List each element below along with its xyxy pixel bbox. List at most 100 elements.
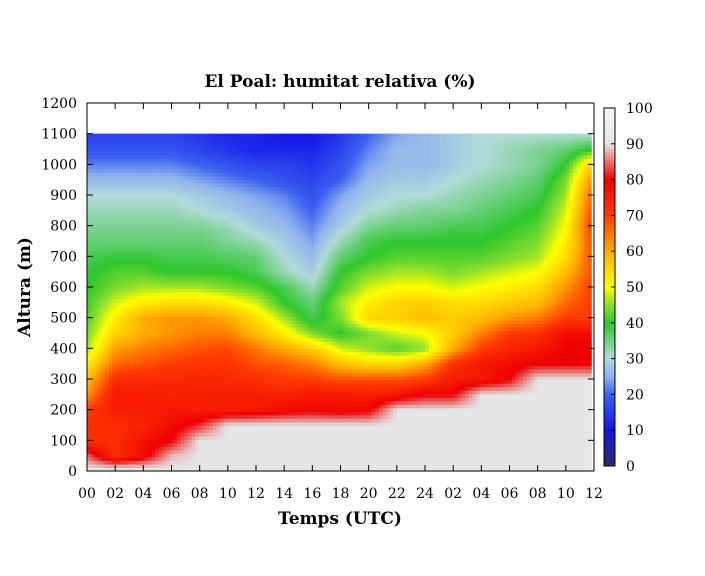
heatmap-cell xyxy=(144,298,149,303)
heatmap-cell xyxy=(90,383,95,388)
heatmap-cell xyxy=(191,161,196,166)
heatmap-cell xyxy=(151,228,157,233)
heatmap-cell xyxy=(177,218,182,223)
heatmap-cell xyxy=(180,189,185,194)
heatmap-cell xyxy=(137,400,142,405)
heatmap-cell xyxy=(216,330,221,335)
heatmap-cell xyxy=(90,175,95,180)
heatmap-cell xyxy=(148,418,153,423)
heatmap-cell xyxy=(112,207,117,212)
heatmap-cell xyxy=(223,267,229,272)
heatmap-cell xyxy=(191,207,196,212)
heatmap-cell xyxy=(162,165,167,170)
heatmap-cell xyxy=(162,228,167,233)
heatmap-cell xyxy=(195,288,200,293)
heatmap-cell xyxy=(213,200,218,205)
heatmap-cell xyxy=(173,449,178,455)
heatmap-cell xyxy=(151,175,157,180)
heatmap-cell xyxy=(205,168,211,173)
heatmap-cell xyxy=(187,309,193,314)
heatmap-cell xyxy=(270,316,275,321)
heatmap-cell xyxy=(213,340,218,346)
heatmap-cell xyxy=(159,214,164,219)
heatmap-cell xyxy=(205,460,211,465)
heatmap-cell xyxy=(173,319,178,325)
heatmap-cell xyxy=(126,379,131,384)
heatmap-cell xyxy=(105,404,110,409)
heatmap-cell xyxy=(216,333,221,339)
heatmap-cell xyxy=(227,210,232,216)
heatmap-cell xyxy=(263,147,268,152)
heatmap-cell xyxy=(238,158,243,163)
heatmap-cell xyxy=(256,151,261,156)
heatmap-cell xyxy=(155,348,160,353)
heatmap-cell xyxy=(227,428,232,433)
heatmap-cell xyxy=(195,348,200,353)
heatmap-cell xyxy=(191,442,196,447)
heatmap-cell xyxy=(187,235,193,240)
heatmap-cell xyxy=(220,277,225,282)
heatmap-cell xyxy=(231,235,236,240)
heatmap-cell xyxy=(195,239,200,244)
heatmap-cell xyxy=(191,200,196,205)
heatmap-cell xyxy=(227,246,232,251)
heatmap-cell xyxy=(238,179,243,184)
heatmap-cell xyxy=(155,267,160,272)
heatmap-cell xyxy=(234,196,239,202)
heatmap-cell xyxy=(101,214,106,219)
heatmap-cell xyxy=(162,193,167,198)
heatmap-cell xyxy=(205,210,211,216)
heatmap-cell xyxy=(249,302,254,307)
heatmap-cell xyxy=(213,140,218,145)
heatmap-cell xyxy=(141,333,146,339)
heatmap-cell xyxy=(97,144,102,149)
heatmap-cell xyxy=(191,239,196,244)
heatmap-cell xyxy=(126,362,131,367)
heatmap-cell xyxy=(141,154,146,159)
heatmap-cell xyxy=(263,316,268,321)
heatmap-cell xyxy=(130,432,135,437)
heatmap-cell xyxy=(256,260,261,265)
heatmap-cell xyxy=(249,295,254,300)
heatmap-cell xyxy=(130,196,135,202)
heatmap-cell xyxy=(166,319,171,325)
heatmap-cell xyxy=(90,200,95,205)
heatmap-cell xyxy=(213,397,218,402)
heatmap-cell xyxy=(202,425,207,430)
heatmap-cell xyxy=(97,312,102,317)
heatmap-cell xyxy=(205,203,211,209)
heatmap-cell xyxy=(252,242,257,247)
heatmap-cell xyxy=(94,330,99,335)
heatmap-cell xyxy=(198,253,203,258)
heatmap-cell xyxy=(87,439,92,444)
heatmap-cell xyxy=(220,182,225,187)
heatmap-cell xyxy=(234,200,239,205)
heatmap-cell xyxy=(205,144,211,149)
heatmap-cell xyxy=(205,284,211,289)
heatmap-cell xyxy=(249,393,254,398)
heatmap-cell xyxy=(231,179,236,184)
heatmap-cell xyxy=(209,330,214,335)
heatmap-cell xyxy=(101,235,106,240)
heatmap-cell xyxy=(191,355,196,360)
heatmap-cell xyxy=(137,442,142,447)
heatmap-cell xyxy=(159,158,164,163)
heatmap-cell xyxy=(180,210,185,216)
heatmap-cell xyxy=(223,161,229,166)
heatmap-cell xyxy=(166,158,171,163)
heatmap-cell xyxy=(105,435,110,440)
heatmap-cell xyxy=(155,319,160,325)
heatmap-cell xyxy=(259,295,265,300)
heatmap-cell xyxy=(101,404,106,409)
heatmap-cell xyxy=(238,460,243,465)
heatmap-cell xyxy=(87,453,92,458)
heatmap-cell xyxy=(270,291,275,296)
heatmap-cell xyxy=(90,281,95,286)
heatmap-cell xyxy=(123,442,128,447)
heatmap-cell xyxy=(245,333,250,339)
heatmap-cell xyxy=(133,144,139,149)
heatmap-cell xyxy=(259,218,265,223)
heatmap-cell xyxy=(191,179,196,184)
heatmap-cell xyxy=(213,277,218,282)
heatmap-cell xyxy=(227,397,232,402)
